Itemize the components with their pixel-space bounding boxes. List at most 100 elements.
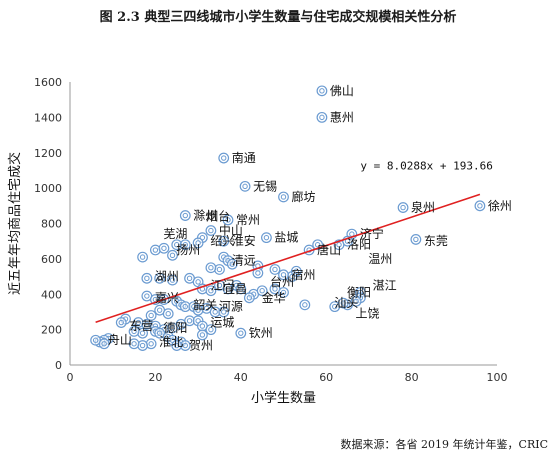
x-tick-label: 0 <box>67 371 74 384</box>
scatter-point-core <box>203 305 210 312</box>
y-tick-label: 1200 <box>34 147 62 160</box>
scatter-point <box>158 242 170 254</box>
city-label: 烟台 <box>206 208 230 223</box>
scatter-point-core <box>221 309 227 315</box>
scatter-point <box>149 244 161 256</box>
y-tick-label: 1600 <box>34 76 62 89</box>
city-label: 扬州 <box>176 242 200 257</box>
x-tick-label: 20 <box>148 371 162 384</box>
scatter-point-core <box>139 342 146 349</box>
scatter-point-core <box>148 341 154 347</box>
city-label: 金华 <box>262 290 286 305</box>
city-label: 中山 <box>219 223 243 238</box>
scatter-point <box>218 235 230 247</box>
scatter-point-core <box>216 282 223 289</box>
scatter-point <box>290 265 302 277</box>
scatter-point <box>278 269 289 281</box>
scatter-point-core <box>131 328 137 335</box>
city-label: 济宁 <box>360 226 384 241</box>
scatter-point-core <box>314 242 321 248</box>
scatter-point-core <box>156 275 163 282</box>
scatter-point-core <box>178 321 184 328</box>
city-label: 德阳 <box>163 320 187 335</box>
scatter-point <box>196 329 208 341</box>
city-label: 徐州 <box>488 198 512 213</box>
city-label: 汕头 <box>334 296 358 310</box>
scatter-point-core <box>272 286 278 292</box>
city-label: 滁州 <box>193 208 217 223</box>
scatter-point <box>167 249 178 261</box>
scatter-point <box>162 308 174 320</box>
chart-source: 数据来源：各省 2019 年统计年鉴，CRIC <box>340 438 548 451</box>
scatter-point <box>128 338 140 350</box>
scatter-point-core <box>131 341 137 347</box>
scatter-point <box>316 111 328 123</box>
scatter-point-core <box>139 330 146 336</box>
y-tick-label: 400 <box>41 288 62 301</box>
y-axis-label: 近五年年均商品住宅成交 <box>7 152 23 295</box>
scatter-point-core <box>174 242 180 248</box>
scatter-point-core <box>263 234 270 241</box>
scatter-point-core <box>225 217 231 223</box>
scatter-point <box>179 210 191 221</box>
scatter-point-core <box>302 302 308 308</box>
scatter-point-core <box>280 272 287 278</box>
city-label: 运城 <box>210 316 234 330</box>
city-label: 温州 <box>368 252 392 266</box>
scatter-point-core <box>199 332 206 338</box>
scatter-point <box>410 234 422 245</box>
scatter-point-core <box>216 266 223 273</box>
scatter-point <box>214 264 225 275</box>
y-tick-label: 800 <box>41 218 62 231</box>
scatter-point <box>205 324 217 336</box>
scatter-point-core <box>221 238 227 244</box>
scatter-point-core <box>340 300 346 306</box>
scatter-point-core <box>135 319 142 326</box>
scatter-point-core <box>212 309 218 315</box>
city-label: 衡阳 <box>347 285 371 299</box>
scatter-point-core <box>165 311 171 317</box>
scatter-point <box>222 214 234 226</box>
scatter-point-core <box>156 307 163 313</box>
city-label: 宜昌 <box>223 281 247 296</box>
scatter-point <box>316 85 328 97</box>
y-tick-label: 200 <box>41 324 62 337</box>
city-label: 唐山 <box>317 242 341 257</box>
scatter-point-core <box>319 114 325 121</box>
scatter-point-core <box>182 212 188 219</box>
scatter-point-core <box>195 279 201 285</box>
city-label: 韶关 <box>193 297 217 312</box>
scatter-point-core <box>118 319 124 326</box>
scatter-point <box>474 200 486 212</box>
city-label: 宿州 <box>292 267 316 282</box>
scatter-point-core <box>413 236 419 243</box>
scatter-point-core <box>238 330 244 336</box>
scatter-point-core <box>238 286 244 292</box>
x-tick-label: 80 <box>405 371 419 384</box>
scatter-point <box>397 202 409 213</box>
scatter-point <box>299 299 311 311</box>
city-label: 洛阳 <box>347 237 371 252</box>
scatter-point-core <box>195 240 201 246</box>
scatter-point-core <box>208 288 214 294</box>
scatter-point-core <box>242 183 248 190</box>
scatter-point <box>239 180 251 192</box>
scatter-point-core <box>169 252 176 259</box>
city-label: 常州 <box>236 213 260 227</box>
city-label: 惠州 <box>330 110 354 124</box>
x-tick-label: 100 <box>487 371 508 384</box>
city-label: 河源 <box>219 300 243 314</box>
scatter-point-core <box>400 204 406 211</box>
scatter-point-core <box>272 266 278 273</box>
scatter-point-core <box>280 194 287 200</box>
scatter-point <box>261 232 272 244</box>
city-label: 无锡 <box>253 178 277 193</box>
scatter-point-core <box>186 275 193 282</box>
scatter-point <box>278 287 289 298</box>
scatter-point-core <box>174 342 180 349</box>
scatter-point <box>218 152 230 164</box>
scatter-point-core <box>144 293 150 299</box>
scatter-point <box>269 264 281 275</box>
scatter-point-core <box>208 227 214 234</box>
scatter-point <box>235 283 247 295</box>
